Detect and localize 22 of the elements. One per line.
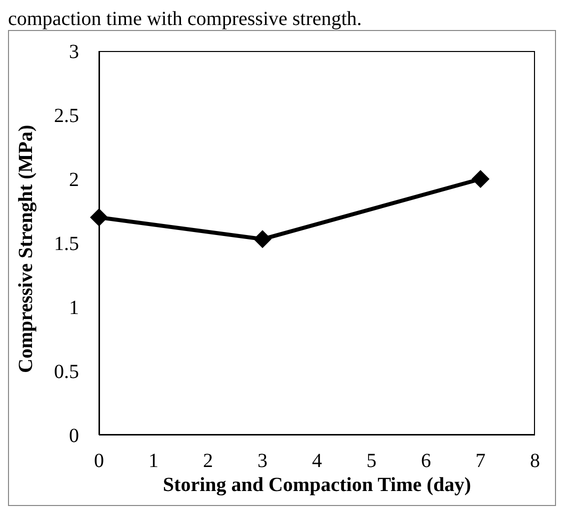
x-tick-label: 1 — [148, 450, 158, 472]
x-tick-label: 2 — [203, 450, 213, 472]
x-tick-label: 5 — [366, 450, 376, 472]
point — [90, 208, 108, 226]
y-tick-label: 0 — [69, 425, 79, 448]
y-tick-label: 1 — [69, 297, 79, 320]
x-tick-label: 0 — [94, 450, 104, 472]
x-tick-label: 3 — [258, 450, 268, 472]
y-tick-label: 0.5 — [54, 361, 79, 384]
x-tick-label: 4 — [312, 450, 322, 472]
y-tick-label: 3 — [69, 41, 79, 64]
x-tick-label: 6 — [421, 450, 431, 472]
y-tick-label: 1.5 — [54, 233, 79, 256]
point — [472, 170, 490, 188]
x-tick-label: 7 — [476, 450, 486, 472]
point — [254, 230, 272, 248]
text: compaction time with compressive strength. — [8, 8, 363, 30]
y-tick-label: 2.5 — [54, 105, 79, 128]
x-axis-title: Storing and Compaction Time (day) — [162, 474, 472, 496]
y-tick-label: 2 — [69, 169, 79, 192]
y-axis-title: Compressive Strenght (MPa) — [15, 124, 38, 373]
x-tick-label: 8 — [530, 450, 540, 472]
